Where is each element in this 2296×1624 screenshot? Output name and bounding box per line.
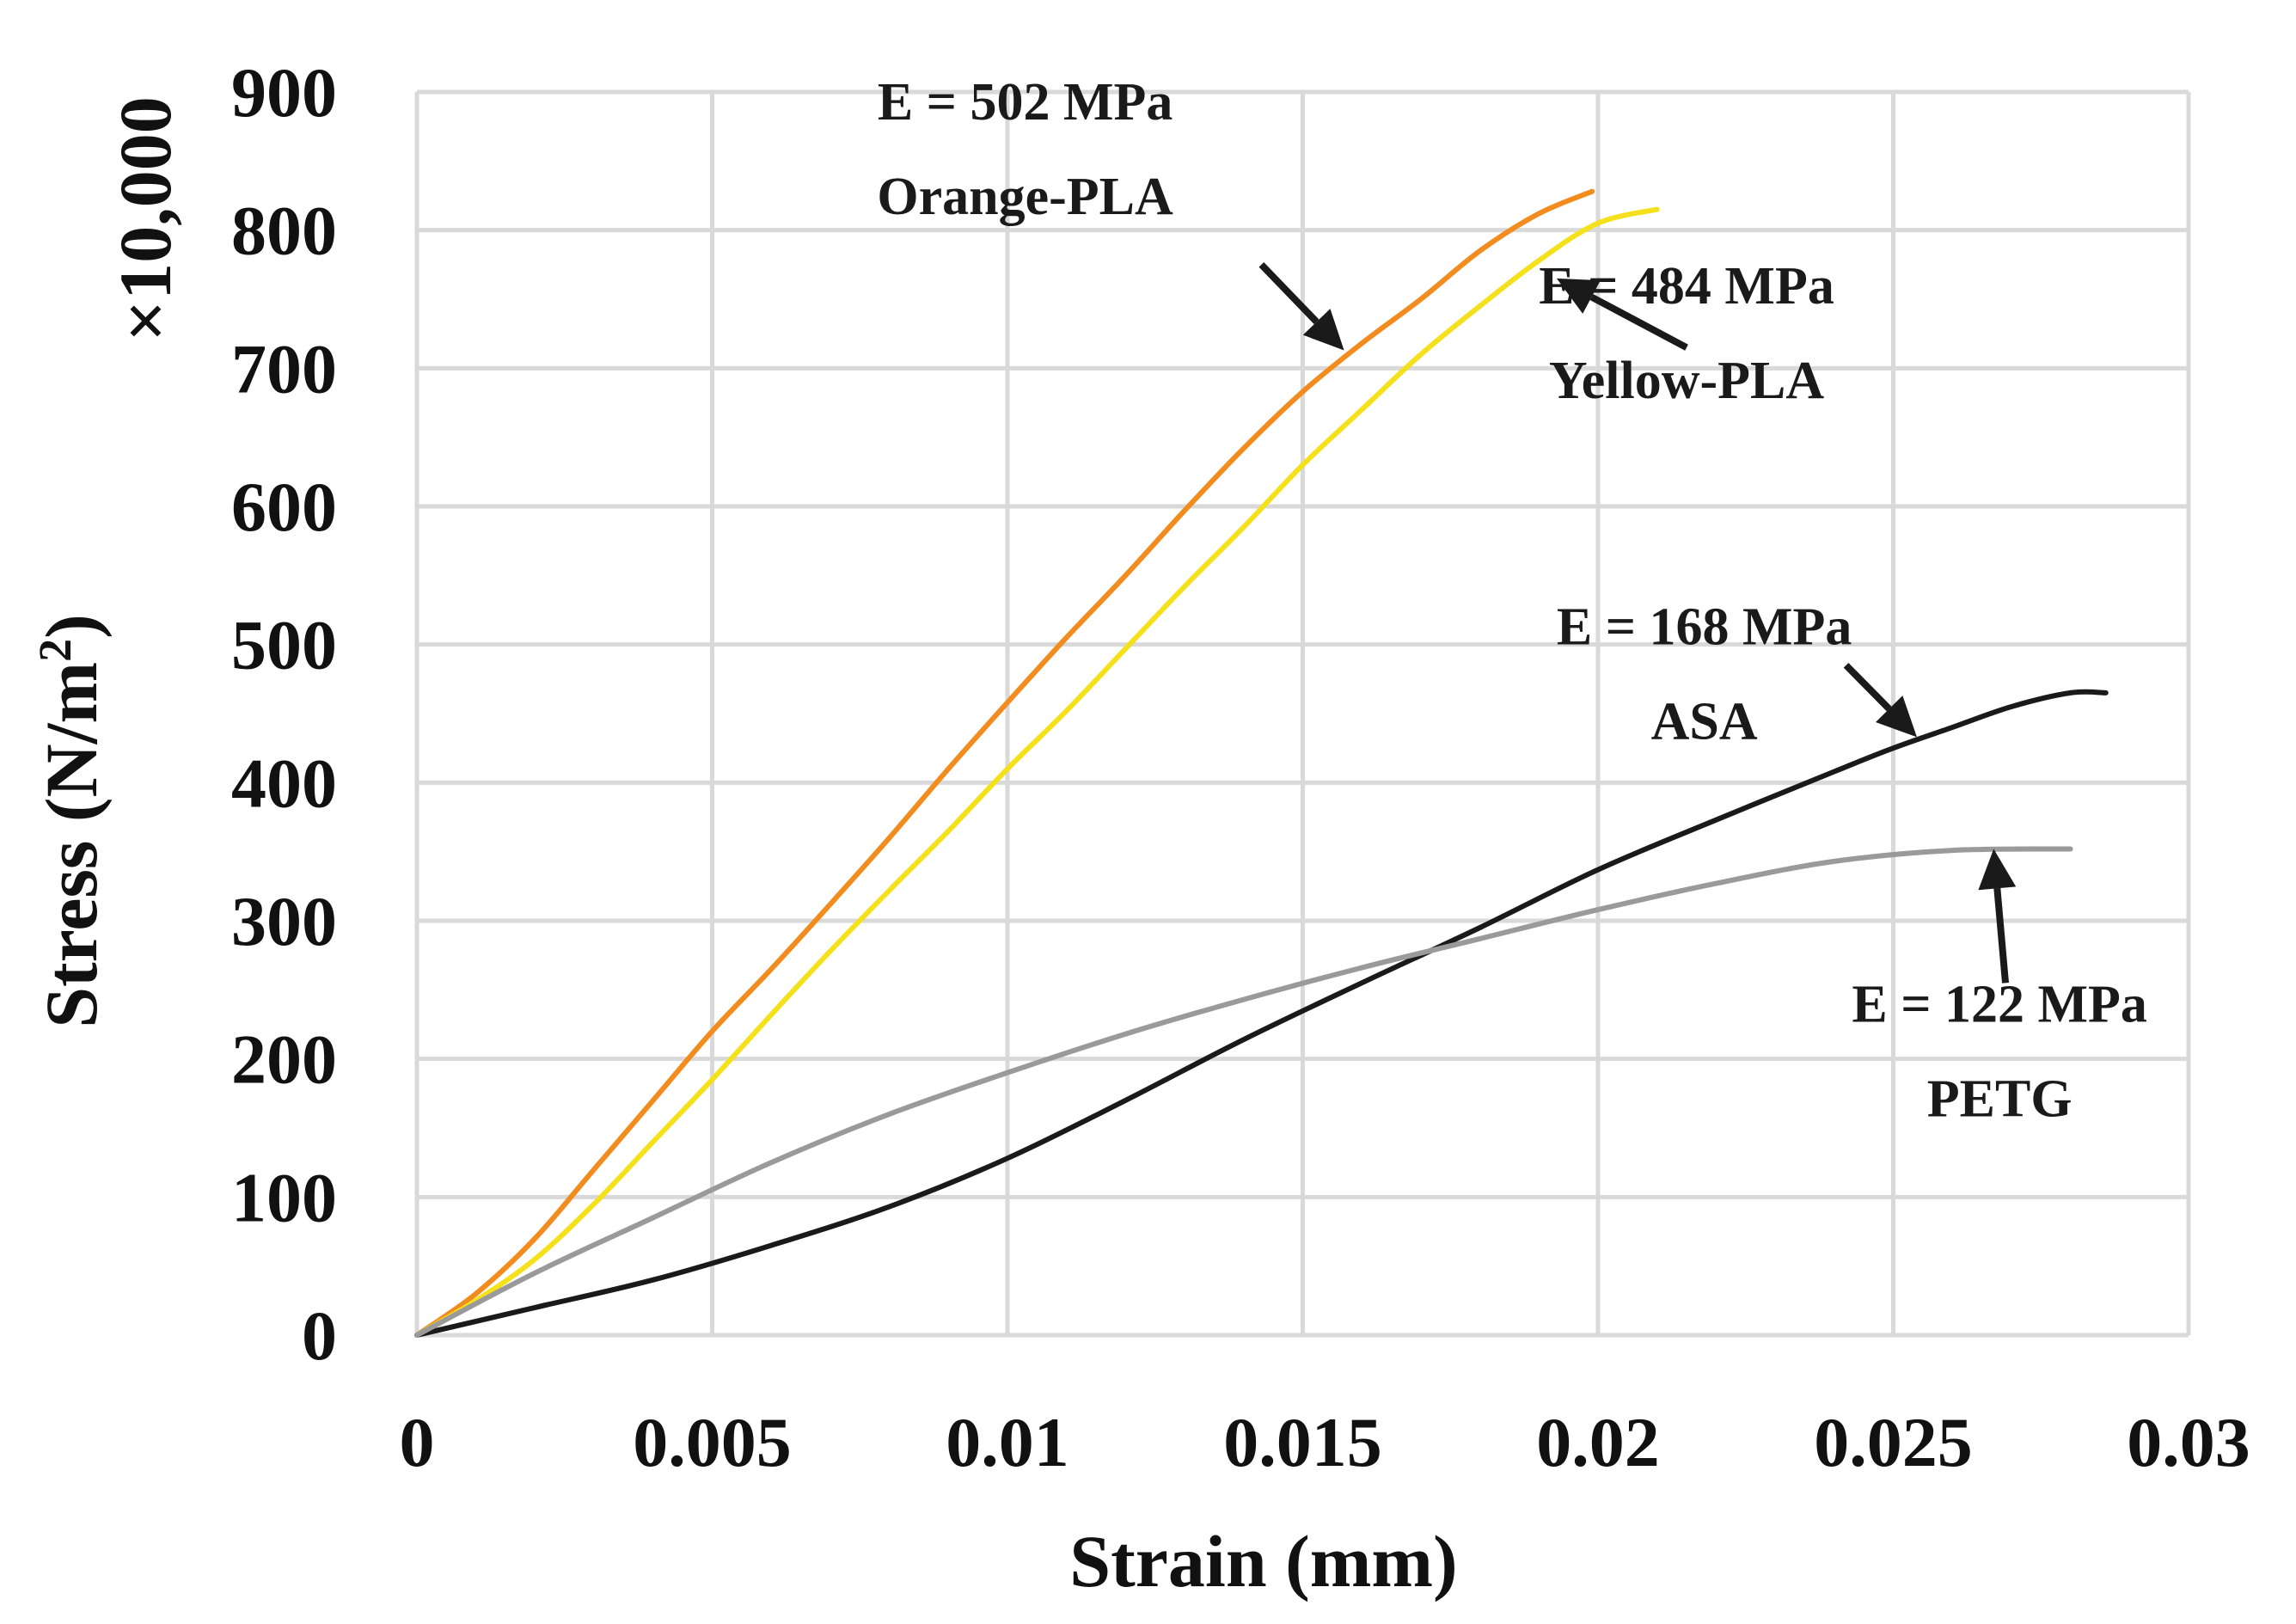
annotation-petg-arrow-head [1978,849,2017,891]
series-group [414,188,2109,1338]
y-tick-label-3: 300 [231,882,337,960]
x-tick-label-3: 0.015 [1223,1403,1382,1481]
series-line-petg [414,846,2073,1338]
series-line-yellow-pla [414,206,1660,1338]
y-tick-label-4: 400 [231,744,337,822]
annotation-petg-modulus: E = 122 MPa [1852,975,2147,1033]
annotations: E = 502 MPa Orange-PLA E = 484 MPaYellow-P… [877,73,2147,1128]
y-axis-multiplier: ×10,000 [104,96,187,342]
annotation-asa-arrow-head [1876,696,1917,738]
y-tick-label-2: 200 [231,1020,337,1099]
annotation-asa: E = 168 MPa ASA [1557,598,1917,751]
y-tick-label-6: 600 [231,468,337,546]
y-axis-label-sup: 2 [29,639,81,662]
annotation-yellow-arrow-shaft [1589,293,1688,351]
y-tick-label-8: 800 [231,192,337,270]
y-axis-label: Stress (N/m2) [29,614,113,1028]
annotation-yellow-material: Yellow-PLA [1549,352,1825,410]
y-tick-label-0: 0 [302,1296,337,1375]
annotation-asa-arrow-shaft [1843,662,1892,712]
annotation-petg: E = 122 MPa PETG [1852,849,2147,1128]
y-axis-label-close: ) [30,614,113,639]
series-line-orange-pla [414,188,1595,1338]
x-tick-label-2: 0.01 [946,1403,1069,1481]
x-tick-label-6: 0.03 [2127,1403,2250,1481]
x-tick-label-0: 0 [400,1403,435,1481]
y-axis-label-main: Stress (N/m [30,662,113,1028]
annotation-orange-arrow-head [1302,309,1344,351]
annotation-orange-material: Orange-PLA [877,168,1173,226]
y-tick-label-7: 700 [231,329,337,408]
series-line-asa [414,689,2109,1338]
x-tick-label-4: 0.02 [1536,1403,1660,1481]
annotation-orange: E = 502 MPa Orange-PLA [877,73,1344,351]
annotation-asa-material: ASA [1651,693,1758,751]
annotation-orange-arrow-shaft [1258,262,1319,325]
x-tick-label-5: 0.025 [1814,1403,1973,1481]
annotation-yellow-arrow-head [1556,278,1601,314]
x-axis-label: Strain (mm) [1069,1520,1457,1603]
annotation-asa-modulus: E = 168 MPa [1557,598,1852,657]
y-axis-ticks: 0 100 200 300 400 500 600 700 800 900 [231,53,337,1375]
y-tick-label-9: 900 [231,53,337,132]
y-tick-label-1: 100 [231,1158,337,1236]
annotation-orange-modulus: E = 502 MPa [878,73,1173,132]
x-axis-ticks: 0 0.005 0.01 0.015 0.02 0.025 0.03 [400,1403,2250,1481]
annotation-petg-arrow-shaft [1993,887,2010,984]
annotation-petg-material: PETG [1927,1069,2073,1128]
x-tick-label-1: 0.005 [633,1403,792,1481]
y-tick-label-5: 500 [231,606,337,684]
